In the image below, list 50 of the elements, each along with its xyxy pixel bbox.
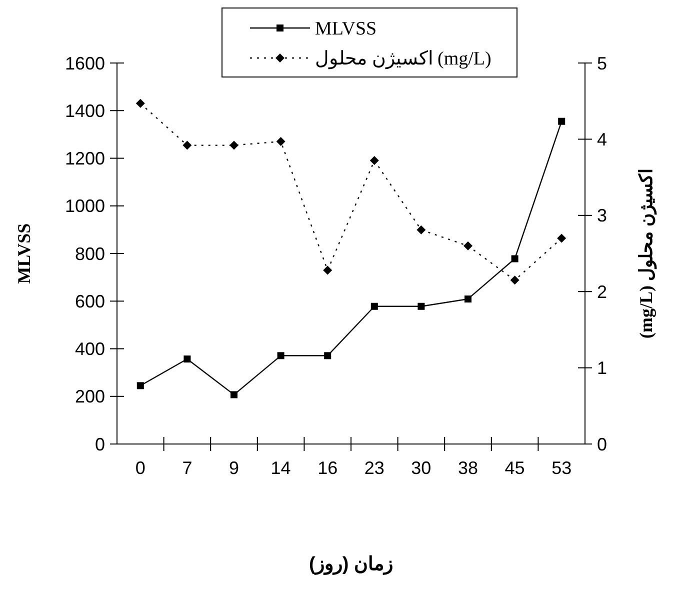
y-tick-label: 400: [74, 339, 105, 360]
point: [557, 234, 566, 243]
point: [276, 136, 286, 146]
point: [418, 302, 425, 310]
x-tick-label: 0: [135, 458, 146, 478]
legend-label: MLVSS: [315, 18, 377, 40]
y2-tick-label: 5: [597, 53, 608, 74]
y2-tick-label: 0: [597, 434, 608, 454]
point: [370, 302, 378, 310]
legend-label: اکسیژن محلول (mg/L): [315, 48, 492, 70]
y-axis-title: MLVSS: [14, 223, 34, 284]
x-tick-label: 9: [228, 458, 240, 478]
y-tick-label: 600: [74, 291, 105, 312]
x-tick-label: 7: [182, 458, 192, 478]
point: [464, 295, 472, 302]
point: [511, 255, 518, 262]
y-tick-label: 1200: [64, 148, 105, 169]
point: [184, 355, 191, 362]
y-tick-label: 800: [74, 244, 105, 264]
y2-tick-label: 2: [597, 282, 608, 302]
x-tick-label: 16: [318, 458, 338, 478]
y2-tick-label: 4: [597, 130, 608, 150]
point: [324, 352, 332, 360]
point: [323, 266, 332, 275]
x-axis-title: زمان (روز): [309, 554, 393, 575]
y2-axis-title: اکسیژن محلول (mg/L): [636, 168, 657, 339]
x-tick-label: 14: [270, 458, 291, 478]
point: [230, 140, 238, 150]
point: [558, 118, 566, 125]
point: [370, 156, 379, 166]
point: [182, 140, 192, 150]
point: [277, 352, 284, 360]
x-tick-label: 30: [411, 458, 432, 478]
point: [464, 241, 472, 250]
x-tick-label: 45: [504, 458, 525, 478]
y-tick-label: 1600: [64, 53, 105, 74]
x-tick-label: 23: [364, 458, 384, 478]
point: [136, 382, 144, 390]
point: [510, 276, 520, 285]
y2-tick-label: 3: [597, 206, 608, 226]
point: [230, 391, 238, 398]
x-tick-label: 53: [552, 458, 572, 478]
y-tick-label: 1000: [64, 196, 105, 216]
y-tick-label: 1400: [64, 100, 105, 121]
y2-tick-label: 1: [597, 358, 608, 378]
x-tick-label: 38: [458, 458, 478, 478]
y-tick-label: 200: [74, 386, 105, 407]
y-tick-label: 0: [94, 434, 105, 454]
point: [416, 225, 426, 234]
point: [136, 98, 145, 108]
